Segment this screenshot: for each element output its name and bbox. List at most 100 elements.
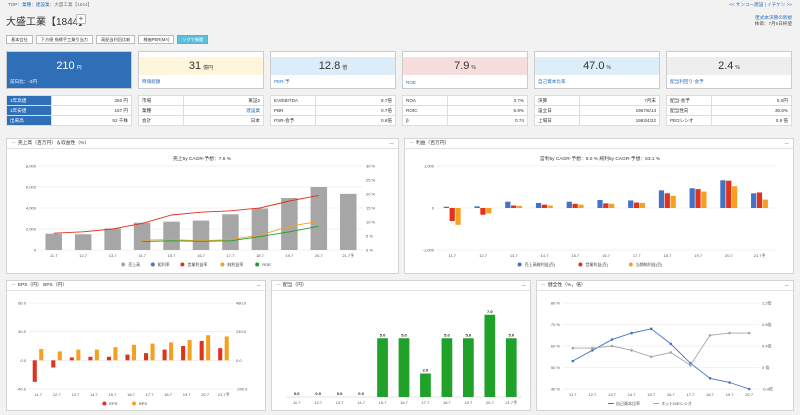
dividend-data-label: 5.0 — [380, 332, 386, 337]
legend-swatch — [578, 262, 583, 267]
tab-2[interactable]: 高配当利回比較 — [96, 35, 136, 44]
series-line-1 — [53, 194, 319, 234]
x-tick-label: 12.7 — [53, 392, 62, 397]
detail-value[interactable]: 建設業 — [183, 105, 264, 116]
dividend-data-label: 0.0 — [315, 391, 321, 396]
y2-tick-label: 0 倍 — [762, 364, 769, 370]
x-tick-label: 20.7 — [725, 253, 734, 258]
kpi-label[interactable]: ROE — [406, 80, 416, 85]
y-tick-label: 80.0 — [18, 301, 27, 306]
detail-key: EV/EBITDA — [270, 95, 316, 106]
eps-panel-title: EPS（円） BPS（円） — [17, 283, 68, 288]
legend-swatch — [628, 262, 633, 267]
kpi-label[interactable]: 時価総額 — [142, 79, 161, 84]
detail-value: 8.7倍 — [315, 95, 396, 106]
profit-bar-1 — [541, 204, 548, 208]
dividend-bar — [398, 338, 410, 397]
health-point-1 — [649, 355, 653, 359]
kpi-value: 210 円 — [7, 57, 131, 75]
health-point-0 — [708, 376, 712, 380]
x-tick-label: 17.7 — [687, 392, 696, 397]
y-tick-label: 50 % — [551, 365, 561, 370]
kpi-label[interactable]: 前日比：-2円 — [10, 79, 38, 84]
x-tick-label: 20.7 — [486, 400, 495, 405]
sales-panel-title: 売上高（百万円）＆収益性（%） — [17, 141, 90, 146]
y-tick-label: 0.0 — [20, 358, 26, 363]
x-tick-label: 14.7 — [90, 392, 99, 397]
y2-tick-label: 0 % — [366, 248, 373, 253]
profit-panel-title: 利益（百万円） — [415, 141, 450, 146]
tab-4[interactable]: ソグで新閲 — [177, 35, 209, 44]
dividend-bar — [505, 338, 517, 397]
breadcrumb-industry-link[interactable]: 業種 — [21, 2, 32, 7]
x-tick-label: 21.7予 — [218, 391, 230, 397]
sales-bar — [74, 234, 92, 250]
eps-bar — [162, 349, 167, 361]
detail-value: 1993/4/22 — [579, 115, 660, 126]
eps-panel-header: ー EPS（円） BPS（円）ー — [7, 281, 265, 291]
detail-row: PEGレシオ 0.9 倍 — [666, 115, 792, 126]
detail-key: 決算 — [534, 95, 580, 106]
profit-bar-0 — [474, 206, 480, 208]
detail-row: 設立日 1967/6/13 — [534, 105, 660, 116]
dividend-data-label: 5.0 — [444, 332, 450, 337]
breadcrumb-top-link[interactable]: TOP — [8, 2, 18, 7]
sales-panel-header: ー売上高（百万円）＆収益性（%）ー — [7, 139, 398, 149]
detail-value: 250 円 — [51, 95, 132, 106]
y2-tick-label: 5 % — [366, 234, 373, 239]
y-tick-label: 8,000 — [26, 164, 37, 169]
x-tick-label: 11.7 — [569, 392, 577, 397]
kpi-value: 2.4% — [667, 57, 791, 75]
x-tick-label: 15.7 — [647, 392, 656, 397]
collapse-toggle-icon[interactable]: ー — [389, 142, 394, 147]
x-tick-label: 20.7 — [745, 392, 754, 397]
x-tick-label: 16.7 — [667, 392, 676, 397]
breadcrumb: TOP：業種：建設業：大盛工業【1844】 — [8, 2, 92, 7]
x-tick-label: 17.7 — [146, 392, 155, 397]
detail-key: 配当性向 — [666, 105, 712, 116]
detail-row: 配当性向 30.6% — [666, 105, 792, 116]
x-tick-label: 11.7 — [50, 253, 58, 258]
x-tick-label: 16.7 — [197, 253, 206, 258]
tab-3[interactable]: 株価PER(MA) — [138, 35, 175, 44]
detail-key: ROA — [402, 95, 448, 106]
kpi-label[interactable]: 配当利回り-会予 — [670, 79, 704, 84]
health-chart: 40 % 50 % 60 % 70 % 80 % -0.4倍 0 倍 0.4倍 0.8倍 1.2倍… — [551, 300, 773, 407]
kpi-label[interactable]: PER-予 — [274, 79, 290, 84]
add-watchlist-button[interactable]: + — [76, 14, 86, 24]
kpi-card-1: 31 億円 時価総額 — [138, 51, 264, 89]
eps-bar — [218, 348, 223, 361]
breadcrumb-sector-link[interactable]: 建設業 — [35, 2, 50, 7]
collapse-toggle-icon[interactable]: ー — [256, 284, 261, 289]
earnings-link[interactable]: 匿式本決算の新規 — [755, 15, 792, 20]
kpi-card-2: 12.8 倍 PER-予 — [270, 51, 396, 89]
collapse-toggle-icon[interactable]: ー — [521, 284, 526, 289]
neighbor-company-links[interactable]: << サンユー建設 | イチケン >> — [729, 2, 792, 7]
y-tick-label: 70 % — [551, 322, 561, 327]
health-point-1 — [571, 346, 575, 350]
tab-1[interactable]: 下方値 指標手工業引当力 — [35, 35, 93, 44]
kpi-number: 210 — [56, 60, 75, 72]
collapse-toggle-icon[interactable]: ー — [784, 142, 789, 147]
eps-bar — [125, 354, 130, 361]
x-tick-label: 18.7 — [706, 392, 715, 397]
profit-bar-2 — [578, 204, 584, 208]
kpi-label[interactable]: 自己資本比率 — [538, 79, 566, 84]
health-point-0 — [747, 387, 751, 391]
profit-bar-1 — [726, 180, 732, 208]
detail-value: 日本 — [183, 115, 264, 126]
y-tick-label: -40.0 — [17, 387, 27, 392]
x-tick-label: 12.7 — [79, 253, 88, 258]
x-tick-label: 18.7 — [164, 392, 173, 397]
dividend-data-label: 0.0 — [358, 391, 364, 396]
tab-0[interactable]: 基本会社 — [6, 35, 33, 44]
kpi-card-3: 7.9% ROE — [402, 51, 528, 89]
x-tick-label: 15.7 — [168, 253, 177, 258]
series-line-3 — [142, 225, 319, 243]
kpi-unit: % — [606, 65, 611, 71]
collapse-toggle-icon[interactable]: ー — [784, 284, 789, 289]
health-point-1 — [747, 331, 751, 335]
profit-bar-0 — [566, 201, 572, 208]
x-tick-label: 17.7 — [422, 400, 431, 405]
